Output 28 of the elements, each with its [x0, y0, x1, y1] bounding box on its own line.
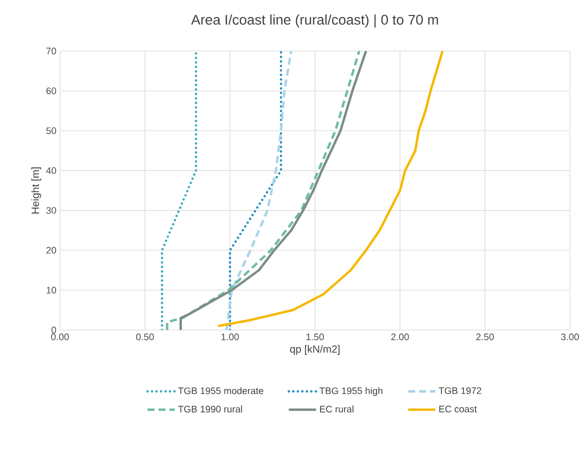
- x-tick-label: 2.00: [391, 334, 409, 340]
- chart-title: Area I/coast line (rural/coast) | 0 to 70 m: [191, 14, 438, 28]
- legend-label: TGB 1972: [438, 387, 482, 394]
- y-tick-label: 40: [46, 167, 56, 174]
- legend-label: EC coast: [439, 406, 477, 412]
- legend-label: EC rural: [320, 406, 354, 412]
- y-tick-label: 70: [46, 48, 56, 54]
- y-tick-label: 10: [46, 286, 56, 294]
- x-tick-label: 3.00: [561, 334, 579, 340]
- legend-label: TBG 1955 high: [320, 387, 382, 396]
- line-series: [216, 51, 444, 328]
- x-axis-title: qp [kN/m2]: [290, 345, 340, 355]
- y-tick-label: 0: [52, 326, 56, 334]
- line-series: [225, 51, 292, 330]
- x-tick-label: 1.50: [306, 334, 324, 340]
- y-axis-title: Height [m]: [31, 167, 42, 214]
- line-series: [160, 51, 198, 330]
- line-series: [228, 51, 282, 330]
- legend-label: TGB 1955 moderate: [178, 387, 264, 394]
- x-tick-label: 2.50: [476, 334, 494, 340]
- x-tick-label: 0.00: [51, 334, 69, 340]
- y-tick-label: 50: [46, 127, 56, 134]
- legend-label: TGB 1990 rural: [178, 406, 242, 412]
- y-tick-label: 60: [46, 88, 56, 94]
- x-tick-label: 1.00: [222, 334, 239, 340]
- y-tick-label: 20: [46, 246, 56, 254]
- y-tick-label: 30: [46, 207, 56, 214]
- x-tick-label: 0.50: [136, 334, 154, 340]
